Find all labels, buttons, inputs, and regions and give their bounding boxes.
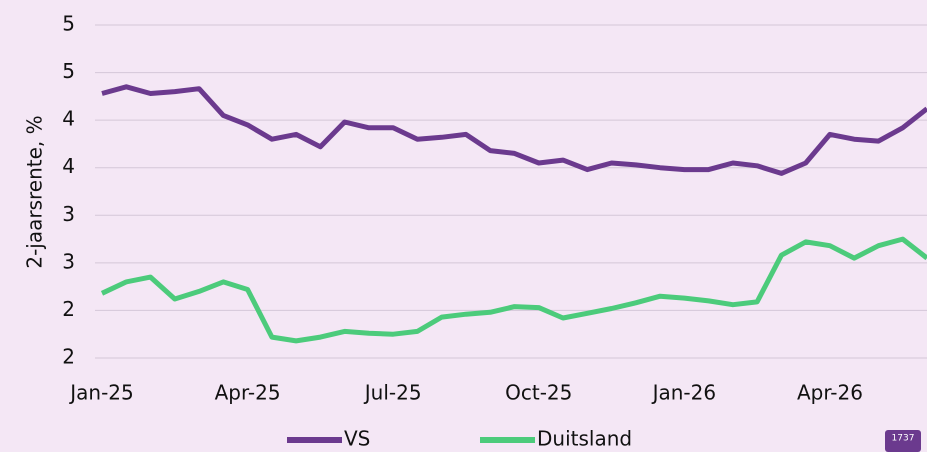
y-tick-label: 3 bbox=[62, 202, 75, 226]
x-tick-label: Oct-25 bbox=[505, 381, 572, 405]
y-tick-label: 2 bbox=[62, 297, 75, 321]
x-tick-label: Jul-25 bbox=[363, 381, 422, 405]
legend-label: Duitsland bbox=[537, 427, 632, 451]
badge: 1737 bbox=[892, 434, 915, 444]
x-tick-label: Jan-25 bbox=[68, 381, 134, 405]
y-tick-label: 3 bbox=[62, 249, 75, 273]
line-series bbox=[100, 236, 927, 344]
x-tick-label: Apr-25 bbox=[215, 381, 281, 405]
x-tick-label: Jan-26 bbox=[651, 381, 717, 405]
y-tick-label: 4 bbox=[62, 107, 75, 131]
line-series bbox=[101, 84, 927, 176]
legend-label: VS bbox=[344, 427, 370, 451]
y-tick-label: 2 bbox=[62, 345, 75, 369]
y-tick-label: 5 bbox=[62, 12, 75, 36]
y-axis-label: 2-jaarsrente, % bbox=[23, 115, 47, 268]
badge-box bbox=[885, 430, 921, 452]
y-tick-label: 5 bbox=[62, 59, 75, 83]
y-tick-label: 4 bbox=[62, 154, 75, 178]
x-tick-label: Apr-26 bbox=[797, 381, 863, 405]
